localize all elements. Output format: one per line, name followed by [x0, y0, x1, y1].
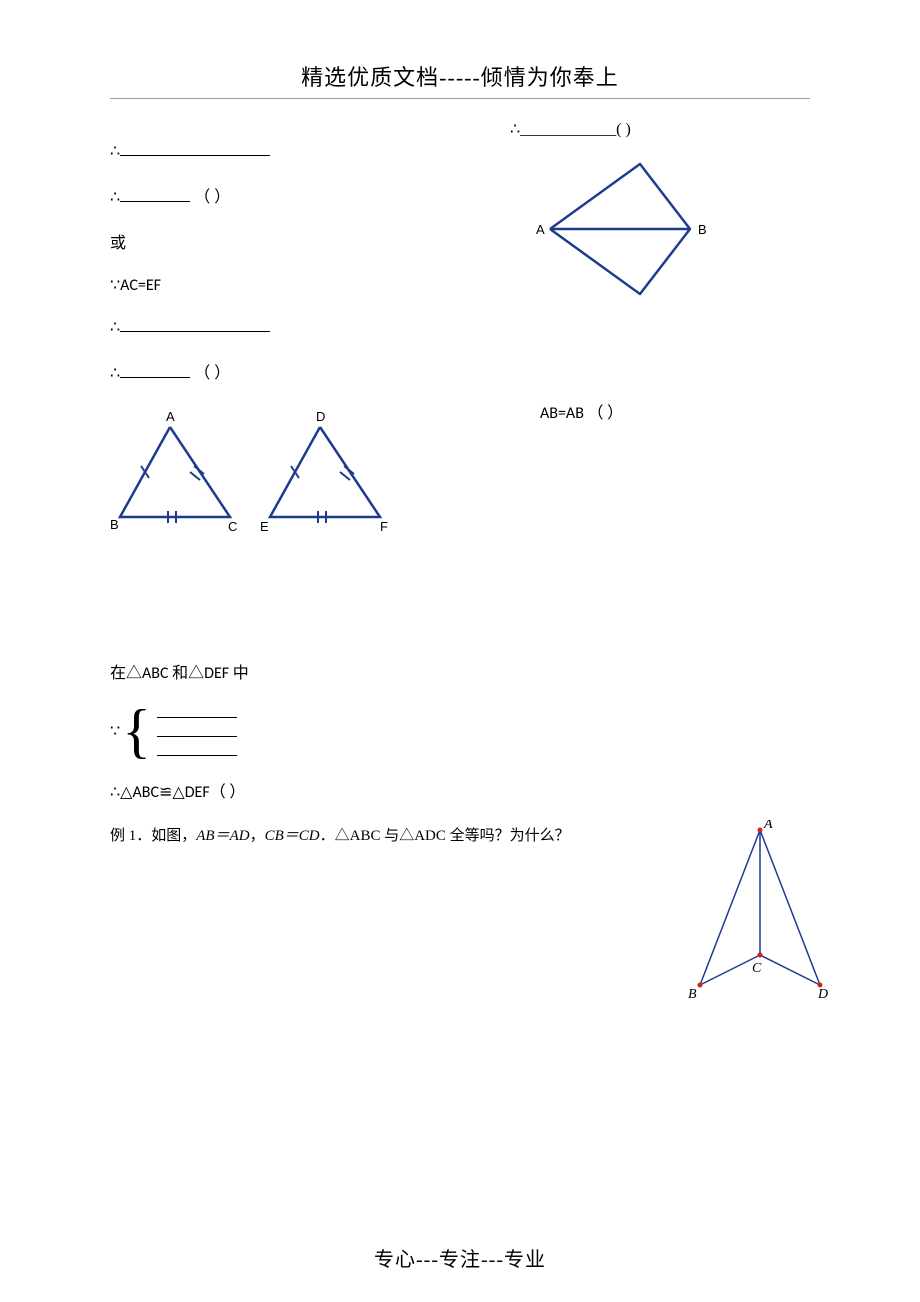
left-line-2: ∴ （ ） [110, 183, 470, 207]
therefore-symbol: ∴ [110, 365, 120, 382]
blank [157, 724, 237, 737]
abcd-label-D: D [817, 987, 828, 1000]
because-ac-ef: ∵AC=EF [110, 275, 470, 295]
ab-equals-ab: AB=AB （ ） [540, 399, 810, 423]
brace-lines [157, 705, 237, 756]
brace-block: ∵ { [110, 705, 810, 756]
page-header-title: 精选优质文档-----倾情为你奉上 [110, 60, 810, 92]
comma: ， [250, 828, 265, 844]
ex1-eq1: AB＝AD [196, 828, 249, 844]
conclusion-line: ∴△ABC≌△DEF（ ） [110, 778, 810, 802]
ex1-question: ．△ABC 与△ADC 全等吗？为什么？ [320, 828, 570, 844]
label-B: B [110, 517, 119, 532]
page: 精选优质文档-----倾情为你奉上 ∴ ∴ （ ） 或 ∵AC=EF ∴ ∴ （ [0, 0, 920, 1302]
ex1-prefix: 例 1．如图， [110, 828, 196, 844]
right-top-line: ∴____________( ) [510, 119, 810, 139]
blank [120, 317, 270, 332]
abcd-figure: A B C D [670, 820, 850, 1000]
left-column: ∴ ∴ （ ） 或 ∵AC=EF ∴ ∴ （ ） [110, 119, 470, 547]
top-two-col: ∴ ∴ （ ） 或 ∵AC=EF ∴ ∴ （ ） [110, 119, 810, 547]
left-brace-icon: { [122, 706, 151, 756]
left-line-3: ∴ [110, 317, 470, 337]
in-abc-def: 在△ABC 和△DEF 中 [110, 659, 810, 683]
label-A: A [166, 409, 175, 424]
blank [120, 363, 190, 378]
kite-figure: A B [520, 149, 740, 309]
left-line-4: ∴ （ ） [110, 359, 470, 383]
or-text: 或 [110, 229, 470, 253]
page-footer: 专心---专注---专业 [0, 1243, 920, 1272]
therefore-text: ∴____________( ) [510, 121, 631, 138]
triangle-pair-svg: A B C D E F [110, 407, 450, 547]
blank [157, 705, 237, 718]
paren-blank: （ ） [194, 365, 230, 382]
ac-ef-text: ∵AC=EF [110, 276, 161, 295]
triangle-pair-figure: A B C D E F [110, 407, 450, 547]
spacer [510, 309, 810, 379]
therefore-symbol: ∴ [110, 189, 120, 206]
left-line-1: ∴ [110, 141, 470, 161]
label-C: C [228, 519, 237, 534]
abcd-label-A: A [763, 820, 773, 832]
kite-label-A: A [536, 222, 545, 237]
kite-label-B: B [698, 222, 707, 237]
blank [120, 141, 270, 156]
abcd-svg: A B C D [670, 820, 850, 1000]
blank [120, 187, 190, 202]
paren-blank: （ ） [194, 189, 230, 206]
right-column: ∴____________( ) A B AB=AB （ [510, 119, 810, 547]
therefore-symbol: ∴ [110, 319, 120, 336]
label-D: D [316, 409, 325, 424]
abcd-label-C: C [752, 961, 762, 976]
blank [157, 743, 237, 756]
kite-svg: A B [520, 149, 740, 309]
label-F: F [380, 519, 388, 534]
label-E: E [260, 519, 269, 534]
header-rule [110, 98, 810, 99]
ex1-eq2: CB＝CD [265, 828, 320, 844]
section-gap [110, 547, 810, 637]
because-symbol: ∵ [110, 721, 120, 741]
therefore-symbol: ∴ [110, 143, 120, 160]
abcd-label-B: B [688, 987, 697, 1000]
